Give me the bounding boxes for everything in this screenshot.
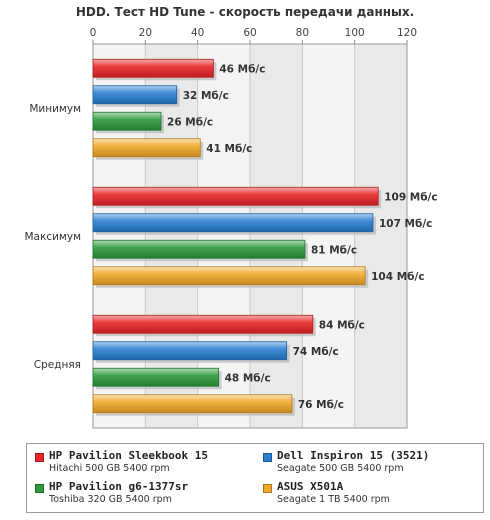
data-label: 76 Мб/с (298, 399, 344, 411)
category-label: Максимум (25, 231, 82, 243)
bar (92, 314, 314, 334)
data-label: 81 Мб/с (311, 244, 357, 256)
bar (92, 266, 366, 286)
legend-swatch (35, 484, 44, 493)
bar (92, 58, 214, 78)
legend-series-sub: Toshiba 320 GB 5400 rpm (49, 494, 172, 505)
bar (92, 239, 306, 259)
category-label: Минимум (29, 103, 81, 115)
legend-series-sub: Seagate 1 TB 5400 rpm (277, 494, 390, 505)
legend-series-name: ASUS X501A (277, 480, 344, 493)
plot-frame (92, 43, 408, 429)
chart-title: HDD. Тест HD Tune - скорость передачи да… (75, 5, 415, 19)
grid-band (250, 44, 303, 428)
bar (92, 186, 379, 206)
legend-swatch (263, 484, 272, 493)
x-tick-label: 40 (191, 27, 204, 39)
x-tick-label: 20 (139, 27, 152, 39)
legend: HP Pavilion Sleekbook 15 Hitachi 500 GB … (26, 443, 484, 513)
data-label: 26 Мб/с (167, 116, 213, 128)
data-label: 32 Мб/с (183, 90, 229, 102)
bar (92, 341, 288, 361)
legend-series-sub: Hitachi 500 GB 5400 rpm (49, 463, 170, 474)
x-tick-label: 120 (397, 27, 417, 39)
bar (92, 111, 162, 131)
data-label: 41 Мб/с (206, 143, 252, 155)
data-label: 107 Мб/с (379, 218, 432, 230)
bar-chart: 0 20 40 60 80 100 120 Минимум 46 Мб/с 32 Мб/с 26 М… (25, 27, 438, 429)
data-label: 109 Мб/с (384, 191, 437, 203)
data-label: 48 Мб/с (225, 372, 271, 384)
bar (92, 394, 293, 414)
x-tick-label: 100 (345, 27, 365, 39)
legend-swatch (263, 453, 272, 462)
bars-layer (92, 58, 382, 416)
labels-layer: 0 20 40 60 80 100 120 Минимум 46 Мб/с 32 Мб/с 26 М… (25, 27, 438, 411)
bar (92, 367, 219, 387)
data-label: 104 Мб/с (371, 271, 424, 283)
category-label: Средняя (34, 359, 81, 371)
bar (92, 138, 201, 158)
x-tick-label: 80 (296, 27, 309, 39)
legend-series-sub: Seagate 500 GB 5400 rpm (277, 463, 404, 474)
bar (92, 85, 178, 105)
grid-band (302, 44, 355, 428)
legend-series-name: HP Pavilion Sleekbook 15 (49, 449, 208, 462)
grid-band (145, 44, 198, 428)
grid-band (354, 44, 407, 428)
data-label: 74 Мб/с (293, 346, 339, 358)
data-label: 84 Мб/с (319, 319, 365, 331)
grid-band (197, 44, 250, 428)
x-tick-label: 60 (243, 27, 256, 39)
x-tick-label: 0 (90, 27, 97, 39)
legend-series-name: HP Pavilion g6-1377sr (49, 480, 189, 493)
bar (92, 213, 374, 233)
legend-swatch (35, 453, 44, 462)
grid-layer (92, 40, 408, 429)
data-label: 46 Мб/с (219, 63, 265, 75)
legend-series-name: Dell Inspiron 15 (3521) (277, 449, 430, 462)
grid-band (93, 44, 146, 428)
